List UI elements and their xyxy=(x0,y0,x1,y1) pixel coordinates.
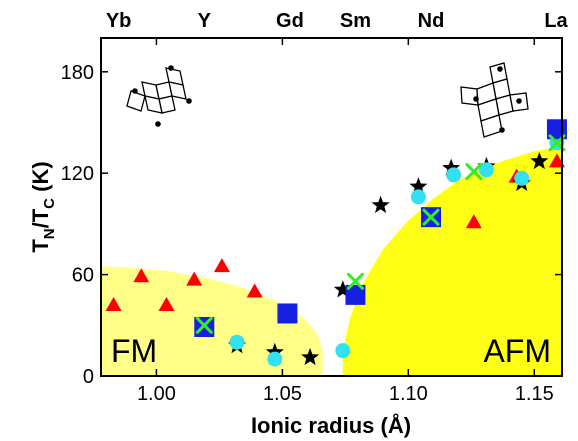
afm-region xyxy=(342,146,562,376)
plot-frame xyxy=(100,37,563,377)
circle-marker xyxy=(514,170,530,186)
fm-lattice-diagram xyxy=(126,65,192,127)
afm-lattice-diagram xyxy=(460,62,529,138)
triangle-marker xyxy=(186,271,203,286)
x-tick-label: 1.05 xyxy=(263,383,302,405)
y-tick-label: 120 xyxy=(61,163,94,185)
element-label: Y xyxy=(198,10,212,32)
y-label-sub-n: N xyxy=(41,228,58,239)
triangle-marker xyxy=(246,283,263,298)
y-tick-label: 180 xyxy=(61,62,94,84)
cross-marker xyxy=(465,163,483,181)
circle-marker xyxy=(410,189,426,205)
triangle-marker xyxy=(213,258,230,273)
star-marker xyxy=(371,195,390,213)
x-tick-label: 1.15 xyxy=(515,383,554,405)
y-axis-ticks: 0 60 120 180 xyxy=(61,62,562,388)
y-label-mid: /T xyxy=(28,208,53,228)
circle-marker xyxy=(478,162,494,178)
star-marker xyxy=(409,177,428,195)
data-marks xyxy=(105,119,567,367)
x-axis-label: Ionic radius (Å) xyxy=(251,412,411,438)
star-marker xyxy=(530,151,549,170)
square-marker xyxy=(277,303,298,324)
afm-region-label: AFM xyxy=(483,333,551,369)
triangle-marker xyxy=(158,297,175,312)
star-marker xyxy=(265,342,284,360)
y-label-sub-c: C xyxy=(41,198,58,209)
y-label-main: T xyxy=(28,239,53,253)
element-label: Yb xyxy=(106,10,132,32)
triangle-marker xyxy=(105,297,122,312)
element-label: Gd xyxy=(276,10,304,32)
y-tick-label: 0 xyxy=(83,366,94,388)
element-label: Nd xyxy=(418,10,445,32)
x-tick-label: 1.00 xyxy=(137,383,176,405)
square-marker xyxy=(345,284,366,305)
x-tick-label: 1.10 xyxy=(389,383,428,405)
cross-marker xyxy=(346,272,364,290)
x-axis-ticks: 1.00 1.05 1.10 1.15 xyxy=(137,38,554,405)
circle-marker xyxy=(446,167,462,183)
circle-marker xyxy=(267,351,283,367)
cross-marker xyxy=(195,316,213,334)
circle-marker xyxy=(229,334,245,350)
element-label: La xyxy=(544,10,568,32)
star-marker xyxy=(301,347,320,366)
triangle-marker xyxy=(548,153,565,168)
cross-marker xyxy=(422,208,440,226)
triangle-marker xyxy=(465,214,482,229)
fm-region-label: FM xyxy=(111,333,157,369)
element-labels: Yb Y Gd Sm Nd La xyxy=(106,10,569,32)
star-marker xyxy=(333,280,352,298)
triangle-marker xyxy=(133,268,150,283)
y-tick-label: 60 xyxy=(72,265,94,287)
y-axis-label: TN/TC (K) xyxy=(28,161,58,252)
y-label-unit: (K) xyxy=(28,161,53,198)
element-label: Sm xyxy=(340,10,371,32)
circle-marker xyxy=(335,343,351,359)
star-marker xyxy=(442,158,461,176)
